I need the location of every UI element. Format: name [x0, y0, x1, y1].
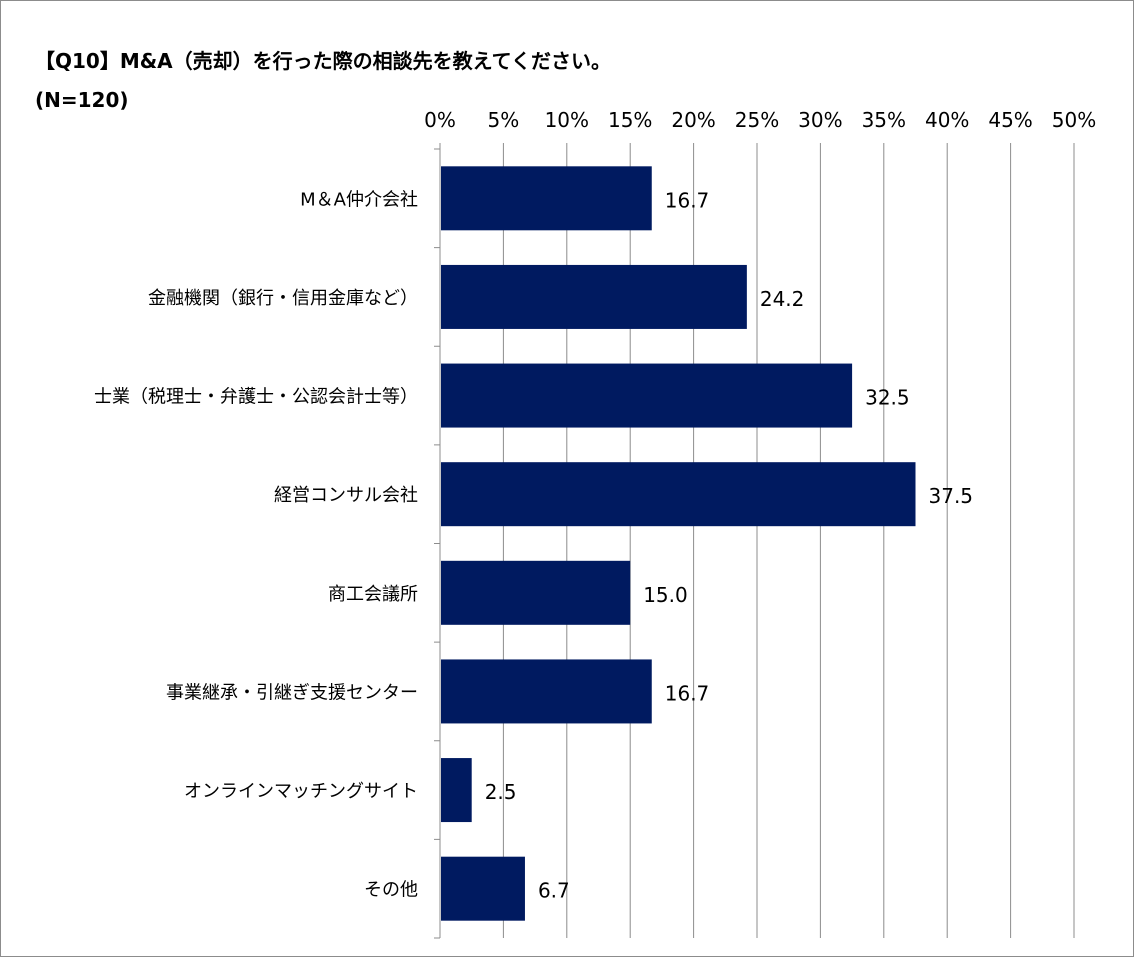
category-label: 事業継承・引継ぎ支援センター [166, 682, 418, 703]
data-label: 32.5 [865, 386, 910, 410]
data-label: 15.0 [643, 583, 688, 607]
bar [441, 758, 472, 823]
bar [441, 166, 652, 231]
x-tick-label: 40% [925, 108, 969, 132]
x-tick-label: 45% [988, 108, 1032, 132]
category-label: その他 [364, 880, 418, 901]
data-label: 24.2 [760, 287, 805, 311]
x-tick-label: 25% [735, 108, 779, 132]
x-tick-label: 35% [862, 108, 906, 132]
bar [441, 659, 652, 724]
category-label: 士業（税理士・弁護士・公認会計士等） [94, 387, 418, 408]
category-label: オンラインマッチングサイト [184, 781, 418, 802]
bar [441, 560, 631, 625]
category-label: 金融機関（銀行・信用金庫など） [148, 288, 418, 309]
bar [441, 462, 916, 527]
bar [441, 363, 853, 428]
x-tick-label: 15% [608, 108, 652, 132]
x-tick-label: 10% [545, 108, 589, 132]
x-tick-label: 20% [671, 108, 715, 132]
category-label: 経営コンサル会社 [274, 485, 418, 506]
bar [441, 856, 525, 921]
x-tick-label: 5% [488, 108, 520, 132]
data-label: 16.7 [665, 681, 710, 705]
data-label: 16.7 [665, 188, 710, 212]
x-tick-label: 30% [798, 108, 842, 132]
data-label: 37.5 [929, 484, 974, 508]
category-label: 商工会議所 [328, 584, 418, 605]
data-label: 6.7 [538, 879, 570, 903]
x-tick-label: 50% [1052, 108, 1096, 132]
category-label: M＆A仲介会社 [300, 189, 418, 210]
x-tick-label: 0% [424, 108, 456, 132]
bar [441, 264, 747, 329]
chart-subtitle: (N=120) [35, 88, 129, 112]
chart-title: 【Q10】M&A（売却）を行った際の相談先を教えてください。 [35, 49, 612, 73]
data-label: 2.5 [485, 780, 517, 804]
